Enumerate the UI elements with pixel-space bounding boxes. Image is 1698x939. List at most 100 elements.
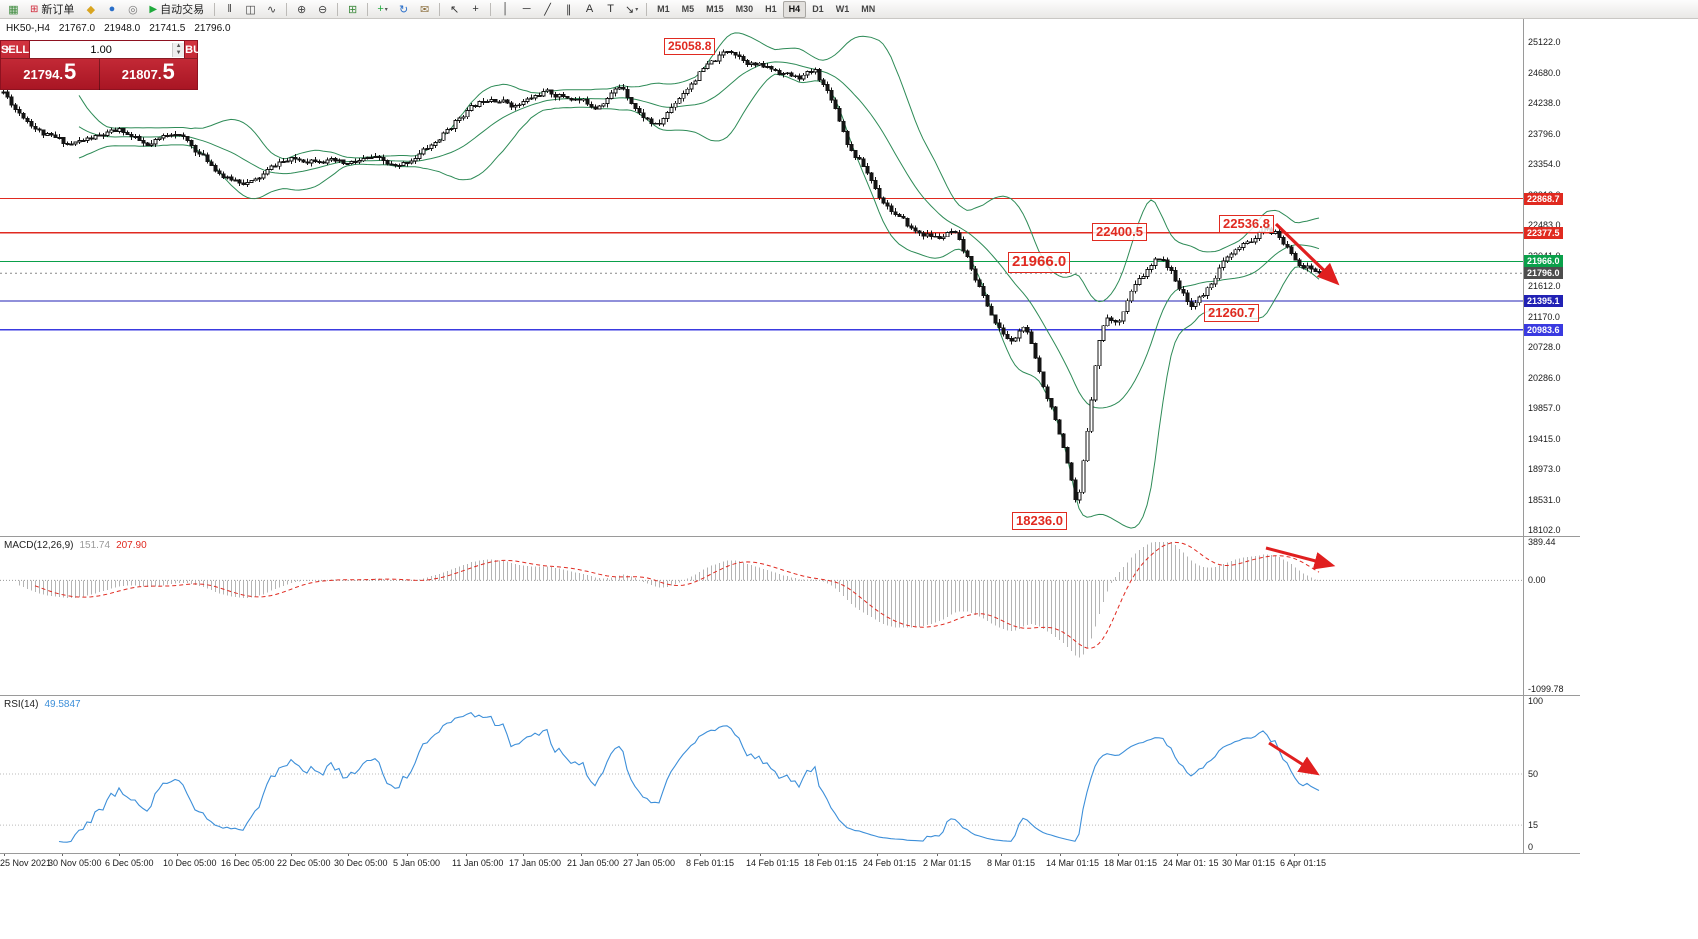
rsi-panel-splitter[interactable] [0, 695, 1580, 696]
time-axis-label: 18 Mar 01:15 [1104, 858, 1158, 868]
time-axis[interactable]: 25 Nov 2021 30 Nov 05:00 6 Dec 05:00 10 Dec… [0, 853, 1523, 875]
mail-icon[interactable]: ✉ [419, 3, 430, 16]
zoom-in-icon[interactable]: ⊕ [296, 3, 307, 16]
time-axis-label: 5 Jan 05:00 [393, 858, 441, 868]
time-axis-label: 8 Feb 01:15 [686, 858, 735, 868]
toolbar-separator [439, 2, 441, 16]
time-axis-label: 25 Nov 2021 [0, 858, 52, 868]
time-axis-tick [407, 853, 408, 856]
macd-axis-label: -1099.78 [1528, 684, 1564, 694]
toolbar: ▦ ⊞ 新订单 ◆ ● ◎ ▶ 自动交易 ‖ ◫ ∿ ⊕ ⊖ ⊞ + ▾ ↻ ✉ ↖ + │ ─ ╱ ∥ A T ↘ ▾ M1 M5 M15… [0, 0, 1698, 19]
time-axis-tick [1177, 853, 1178, 856]
timeframe-button-d1[interactable]: D1 [812, 4, 824, 14]
time-axis-tick [466, 853, 467, 856]
price-annotation[interactable]: 22400.5 [1092, 223, 1147, 242]
buy-button[interactable]: BUY [185, 43, 209, 56]
buy-price[interactable]: 21807. 5 [121, 59, 175, 84]
bar-chart-icon[interactable]: ‖ [227, 3, 232, 15]
macd-panel-canvas[interactable] [0, 536, 1523, 695]
zoom-out-icon[interactable]: ⊖ [317, 3, 328, 16]
time-axis-separator [0, 853, 1580, 854]
price-axis-label: 21170.0 [1528, 311, 1560, 322]
data-window-icon[interactable]: ◎ [128, 3, 138, 16]
channel-icon[interactable]: ∥ [565, 3, 572, 16]
rsi-axis-label: 15 [1528, 820, 1539, 831]
volume-increase-icon[interactable]: ▲ [173, 42, 185, 50]
time-axis-tick [348, 853, 349, 856]
price-axis-label: 18102.0 [1528, 525, 1561, 535]
price-annotation[interactable]: 25058.8 [664, 38, 716, 55]
chart-window-icon[interactable]: ▦ [8, 3, 19, 16]
line-chart-icon[interactable]: ∿ [266, 3, 277, 16]
time-axis-tick [1060, 853, 1061, 856]
timeframe-button-h1[interactable]: H1 [765, 4, 777, 14]
toolbar-separator [490, 2, 492, 16]
price-axis-separator [1523, 18, 1524, 853]
market-watch-icon[interactable]: ● [108, 3, 116, 15]
macd-main-value: 151.74 [79, 540, 111, 551]
sell-button[interactable]: SELL [1, 43, 30, 56]
macd-panel-splitter[interactable] [0, 536, 1580, 537]
price-annotation[interactable]: 21966.0 [1008, 252, 1071, 273]
price-axis-label: 19857.0 [1528, 403, 1561, 413]
open-value: 21767.0 [58, 23, 96, 34]
timeframe-button-h4[interactable]: H4 [782, 0, 807, 18]
price-axis-label: 22483.0 [1528, 220, 1561, 230]
trendline-icon[interactable]: ╱ [544, 3, 551, 16]
price-axis-label: 19415.0 [1528, 433, 1561, 444]
horizontal-line-icon[interactable]: ─ [522, 3, 531, 15]
time-axis-label: 24 Feb 01:15 [863, 858, 917, 868]
time-axis-label: 6 Apr 01:15 [1280, 858, 1327, 868]
cursor-icon[interactable]: ↖ [449, 3, 460, 16]
volume-spinner: ▲ ▼ [172, 42, 185, 57]
one-click-collapse-icon[interactable]: ▲ [4, 45, 11, 52]
arrows-icon[interactable]: ↘ ▾ [624, 3, 639, 16]
timeframe-button-m1[interactable]: M1 [657, 4, 670, 14]
new-order-button-icon: ⊞ [30, 3, 39, 15]
timeframe-button-m5[interactable]: M5 [681, 4, 695, 14]
price-axis-label: 22912.0 [1528, 189, 1561, 200]
text-icon[interactable]: A [585, 3, 594, 15]
time-axis-tick [62, 853, 63, 856]
navigator-icon[interactable]: ◆ [86, 3, 96, 16]
chart-area: HK50-,H4 21767.0 21948.0 21741.5 21796.0… [0, 18, 1698, 939]
time-axis-label: 18 Feb 01:15 [804, 858, 858, 868]
candles-layer [1, 49, 1322, 504]
time-axis-tick [760, 853, 761, 856]
time-axis-label: 30 Mar 01:15 [1222, 858, 1276, 868]
volume-decrease-icon[interactable]: ▼ [173, 49, 185, 57]
time-axis-label: 8 Mar 01:15 [987, 858, 1036, 868]
toolbar-separator [646, 2, 648, 16]
rsi-panel-canvas[interactable] [0, 695, 1523, 853]
timeframe-button-mn[interactable]: MN [861, 4, 876, 14]
sell-price[interactable]: 21794. 5 [1, 59, 100, 90]
tile-windows-icon[interactable]: ⊞ [347, 3, 358, 16]
price-axis-label: 18531.0 [1528, 494, 1561, 505]
time-axis-tick [523, 853, 524, 856]
time-axis-tick [4, 853, 5, 856]
crosshair-icon[interactable]: + [472, 3, 479, 15]
price-annotation[interactable]: 21260.7 [1204, 304, 1259, 323]
timeframe-button-m30[interactable]: M30 [735, 4, 754, 14]
timeframe-button-w1[interactable]: W1 [835, 4, 850, 14]
macd-name: MACD(12,26,9) [4, 540, 74, 551]
volume-input[interactable] [30, 42, 173, 57]
rsi-axis-label: 50 [1528, 769, 1539, 779]
price-chart-canvas[interactable] [0, 18, 1523, 536]
time-axis-label: 11 Jan 05:00 [452, 858, 504, 868]
autotrading-button[interactable]: ▶ 自动交易 [143, 0, 210, 18]
chart-info-line: HK50-,H4 21767.0 21948.0 21741.5 21796.0 [6, 23, 231, 34]
price-annotation[interactable]: 22536.8 [1219, 215, 1274, 234]
price-annotation[interactable]: 18236.0 [1012, 512, 1067, 531]
new-order-button[interactable]: ⊞ 新订单 [24, 0, 80, 18]
new-chart-icon[interactable]: + ▾ [377, 3, 388, 15]
price-axis-label: 24680.0 [1528, 67, 1561, 78]
label-icon[interactable]: T [607, 3, 614, 15]
timeframe-button-m15[interactable]: M15 [706, 4, 724, 14]
candlestick-chart-icon[interactable]: ◫ [245, 3, 256, 16]
vertical-line-icon[interactable]: │ [502, 3, 510, 15]
auto-scroll-icon[interactable]: ↻ [398, 3, 409, 16]
time-axis-label: 14 Mar 01:15 [1046, 858, 1100, 868]
time-axis-tick [1236, 853, 1237, 856]
